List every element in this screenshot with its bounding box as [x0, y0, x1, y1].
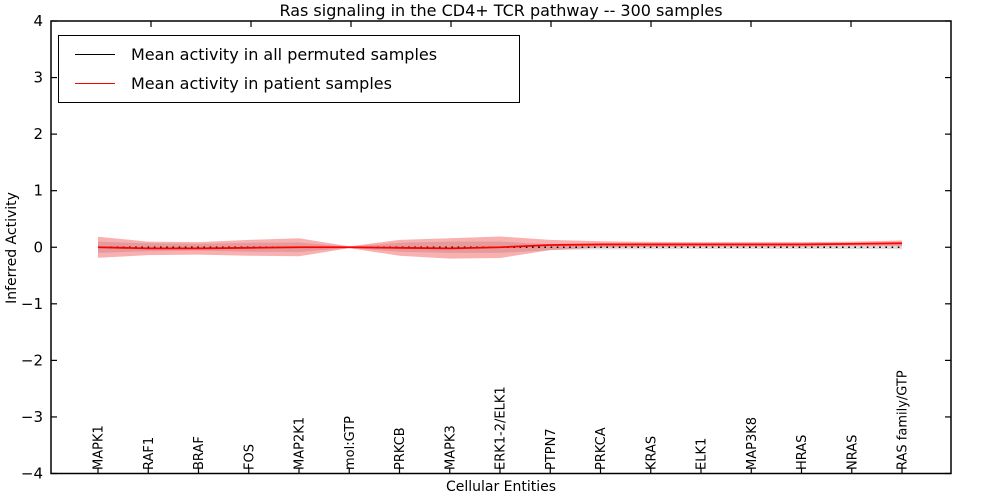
legend-label: Mean activity in patient samples — [131, 74, 392, 93]
chart-title: Ras signaling in the CD4+ TCR pathway --… — [279, 1, 723, 20]
x-tick-label: HRAS — [795, 435, 810, 470]
y-tick-label: −4 — [21, 465, 43, 483]
x-tick-label: PTPN7 — [544, 428, 559, 470]
x-tick-label: ELK1 — [695, 438, 710, 470]
patient-line-swatch — [75, 83, 115, 84]
x-tick-label: MAP3K8 — [745, 417, 760, 470]
y-tick-label: 2 — [33, 125, 43, 143]
y-tick-label: −3 — [21, 408, 43, 426]
y-tick-label: 1 — [33, 182, 43, 200]
x-tick-label: RAF1 — [142, 437, 157, 470]
x-tick-label: MAP2K1 — [293, 417, 308, 470]
legend-item-patient: Mean activity in patient samples — [59, 73, 519, 95]
legend-item-permuted: Mean activity in all permuted samples — [59, 44, 519, 66]
y-tick-label: 3 — [33, 69, 43, 87]
x-tick-label: NRAS — [845, 435, 860, 470]
y-tick-label: 4 — [33, 12, 43, 30]
x-tick-label: ERK1-2/ELK1 — [494, 386, 509, 470]
x-tick-label: BRAF — [192, 436, 207, 470]
x-tick-label: KRAS — [644, 436, 659, 470]
y-tick-label: −2 — [21, 351, 43, 369]
legend: Mean activity in all permuted samples Me… — [58, 35, 520, 103]
y-tick-label: −1 — [21, 295, 43, 313]
x-tick-label: MAPK1 — [92, 425, 107, 470]
legend-label: Mean activity in all permuted samples — [131, 45, 438, 64]
x-tick-label: PRKCA — [594, 427, 609, 470]
patient-mean-line — [97, 242, 903, 250]
x-tick-label: PRKCB — [393, 427, 408, 470]
y-tick-label: 0 — [33, 238, 43, 256]
x-tick-label: mol:GTP — [343, 416, 358, 470]
x-tick-label: FOS — [242, 444, 257, 470]
x-tick-label: MAPK3 — [443, 425, 458, 470]
x-axis-label: Cellular Entities — [445, 479, 557, 495]
permuted-line-swatch — [75, 54, 115, 55]
x-tick-label: RAS family/GTP — [896, 370, 911, 470]
